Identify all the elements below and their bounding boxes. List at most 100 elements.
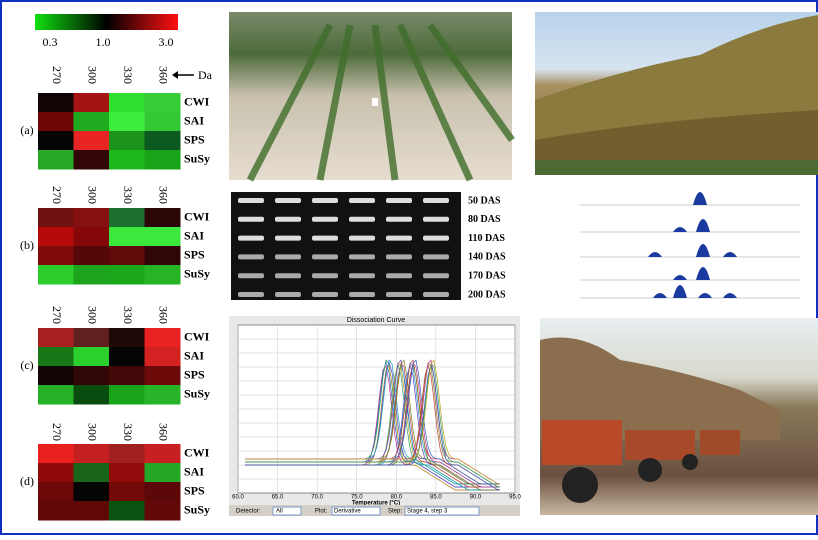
heat-cell bbox=[74, 227, 110, 247]
gel-band bbox=[238, 292, 264, 297]
row-label: SPS bbox=[184, 483, 205, 497]
row-label: SPS bbox=[184, 132, 205, 146]
scale-label: 0.3 bbox=[43, 35, 58, 49]
column-label: 300 bbox=[86, 66, 100, 84]
heat-cell bbox=[74, 112, 110, 132]
heat-cell bbox=[109, 227, 145, 247]
column-label: 360 bbox=[157, 423, 171, 441]
gel-image bbox=[231, 192, 461, 300]
gel-band bbox=[238, 273, 264, 278]
heat-cell bbox=[145, 385, 181, 405]
heat-cell bbox=[109, 208, 145, 228]
row-label: SuSy bbox=[184, 502, 210, 516]
gel-band bbox=[275, 236, 301, 241]
gel-band bbox=[238, 198, 264, 203]
gel-band bbox=[386, 236, 412, 241]
gel-band bbox=[349, 254, 375, 259]
photo-field-rows bbox=[229, 12, 512, 180]
figure: 0.3 1.0 3.0 Da 270 300 330 360 CWI SAI SPS SuSy… bbox=[0, 0, 818, 535]
gel-band bbox=[423, 198, 449, 203]
column-label: 270 bbox=[50, 423, 64, 441]
heat-cell bbox=[145, 150, 181, 170]
gel-band bbox=[349, 292, 375, 297]
gel-band bbox=[423, 292, 449, 297]
heat-cell bbox=[145, 347, 181, 367]
gel-band bbox=[275, 292, 301, 297]
heat-cell bbox=[38, 93, 74, 113]
heat-cell bbox=[109, 265, 145, 285]
heat-cell bbox=[38, 265, 74, 285]
heat-cell bbox=[109, 347, 145, 367]
dropdown-value[interactable]: All bbox=[276, 509, 283, 515]
heat-cell bbox=[38, 347, 74, 367]
heat-cell bbox=[109, 482, 145, 502]
heat-cell bbox=[74, 366, 110, 386]
electropherogram bbox=[537, 190, 805, 300]
heat-cell bbox=[109, 246, 145, 266]
column-label: 300 bbox=[86, 186, 100, 204]
gel-label: 170 DAS bbox=[468, 270, 506, 281]
row-label: SuSy bbox=[184, 151, 210, 165]
panel-label: (d) bbox=[20, 474, 34, 488]
gel-band bbox=[386, 254, 412, 259]
photo-cane-trucks bbox=[540, 318, 818, 515]
gel-band bbox=[275, 198, 301, 203]
heat-cell bbox=[74, 265, 110, 285]
row-label: SuSy bbox=[184, 386, 210, 400]
heat-cell bbox=[38, 246, 74, 266]
heat-cell bbox=[38, 366, 74, 386]
panel-label: (a) bbox=[20, 123, 33, 137]
column-label: 330 bbox=[121, 423, 135, 441]
heat-cell bbox=[109, 501, 145, 521]
heat-cell bbox=[38, 463, 74, 483]
heat-cell bbox=[145, 246, 181, 266]
row-label: SAI bbox=[184, 464, 204, 478]
scale-label: 1.0 bbox=[96, 35, 111, 49]
heat-cell bbox=[38, 131, 74, 151]
dropdown-value[interactable]: Derivative bbox=[334, 509, 361, 515]
heat-cell bbox=[38, 208, 74, 228]
heat-cell bbox=[145, 208, 181, 228]
gel-band bbox=[423, 273, 449, 278]
dropdown-value[interactable]: Stage 4, step 3 bbox=[407, 509, 448, 515]
column-label: 330 bbox=[121, 186, 135, 204]
gel-band bbox=[312, 254, 338, 259]
row-label: CWI bbox=[184, 94, 210, 108]
x-tick-label: 95.0 bbox=[509, 495, 521, 501]
axis-note: Da bbox=[198, 68, 213, 82]
heat-cell bbox=[74, 482, 110, 502]
gel-band bbox=[312, 292, 338, 297]
x-tick-label: 85.0 bbox=[430, 495, 442, 501]
x-tick-label: 65.0 bbox=[272, 495, 284, 501]
heat-cell bbox=[38, 444, 74, 464]
column-label: 270 bbox=[50, 66, 64, 84]
column-label: 270 bbox=[50, 306, 64, 324]
heat-cell bbox=[74, 328, 110, 348]
row-label: CWI bbox=[184, 209, 210, 223]
gel-band bbox=[238, 254, 264, 259]
heat-cell bbox=[145, 501, 181, 521]
heat-cell bbox=[74, 501, 110, 521]
heat-cell bbox=[145, 328, 181, 348]
heat-cell bbox=[38, 328, 74, 348]
gel-band bbox=[312, 217, 338, 222]
heat-cell bbox=[145, 227, 181, 247]
heat-cell bbox=[109, 112, 145, 132]
scale-label: 3.0 bbox=[159, 35, 174, 49]
heat-cell bbox=[74, 93, 110, 113]
gel-band bbox=[275, 273, 301, 278]
gel-band bbox=[386, 292, 412, 297]
heat-cell bbox=[38, 385, 74, 405]
column-label: 330 bbox=[121, 306, 135, 324]
row-label: SAI bbox=[184, 228, 204, 242]
heat-cell bbox=[145, 131, 181, 151]
control-label: Step: bbox=[388, 509, 402, 515]
heat-cell bbox=[145, 482, 181, 502]
gel-band bbox=[238, 236, 264, 241]
column-label: 300 bbox=[86, 423, 100, 441]
heat-cell bbox=[145, 444, 181, 464]
dissociation-panel: 60.065.070.075.080.085.090.095.0 Dissoci… bbox=[229, 316, 521, 516]
gel-band bbox=[349, 198, 375, 203]
heat-cell bbox=[38, 150, 74, 170]
row-label: SPS bbox=[184, 247, 205, 261]
